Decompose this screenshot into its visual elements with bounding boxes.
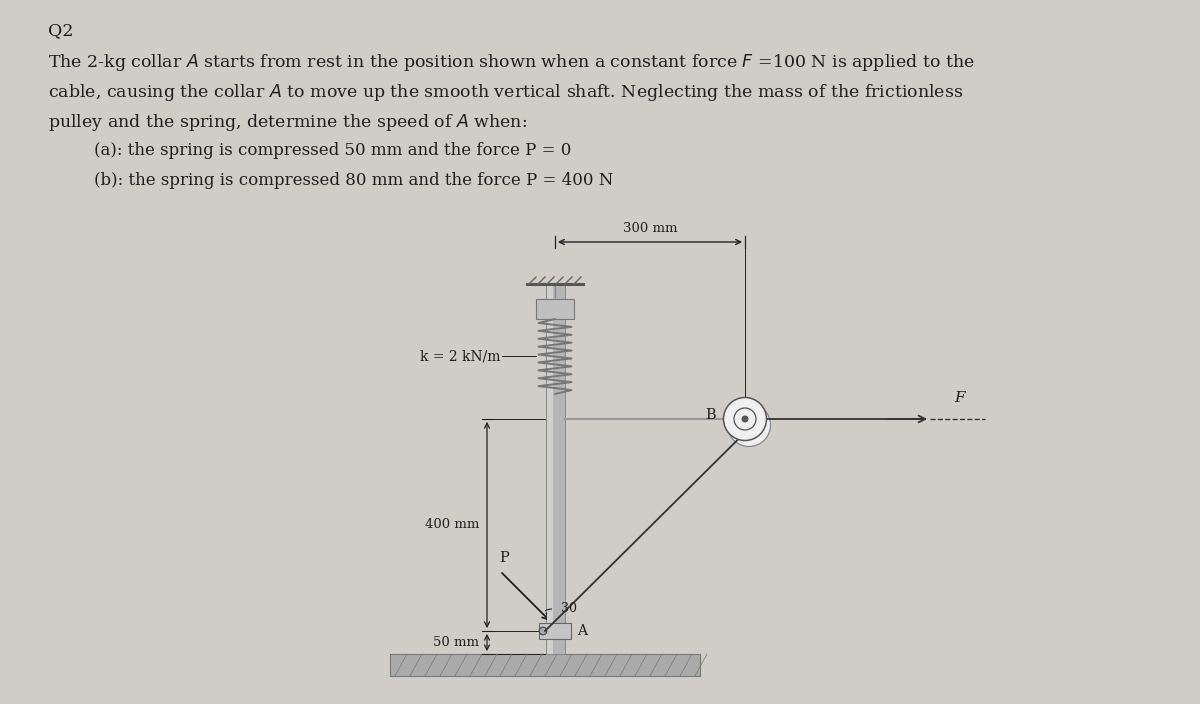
- Bar: [546, 284, 564, 654]
- Text: (b): the spring is compressed 80 mm and the force P = 400 N: (b): the spring is compressed 80 mm and …: [73, 172, 613, 189]
- Circle shape: [742, 416, 748, 422]
- Circle shape: [738, 414, 760, 436]
- Bar: [536, 299, 574, 319]
- Circle shape: [539, 627, 547, 635]
- Bar: [539, 623, 571, 639]
- Text: P: P: [499, 551, 509, 565]
- Circle shape: [746, 422, 751, 427]
- Text: 50 mm: 50 mm: [433, 636, 479, 649]
- Text: The 2-kg collar $A$ starts from rest in the position shown when a constant force: The 2-kg collar $A$ starts from rest in …: [48, 52, 974, 73]
- Text: 400 mm: 400 mm: [425, 519, 479, 532]
- Bar: [547, 284, 553, 654]
- Circle shape: [734, 408, 756, 430]
- Circle shape: [724, 398, 767, 441]
- Text: F: F: [955, 391, 965, 405]
- Text: 300 mm: 300 mm: [623, 222, 677, 235]
- Text: B: B: [704, 408, 715, 422]
- Text: 30: 30: [562, 601, 577, 615]
- Bar: [390, 654, 700, 676]
- Text: pulley and the spring, determine the speed of $A$ when:: pulley and the spring, determine the spe…: [48, 112, 527, 133]
- Text: cable, causing the collar $A$ to move up the smooth vertical shaft. Neglecting t: cable, causing the collar $A$ to move up…: [48, 82, 964, 103]
- Text: A: A: [577, 624, 587, 638]
- Text: Q2: Q2: [48, 22, 73, 39]
- Circle shape: [727, 403, 770, 446]
- Text: (a): the spring is compressed 50 mm and the force P = 0: (a): the spring is compressed 50 mm and …: [73, 142, 571, 159]
- Text: k = 2 kN/m: k = 2 kN/m: [420, 349, 500, 363]
